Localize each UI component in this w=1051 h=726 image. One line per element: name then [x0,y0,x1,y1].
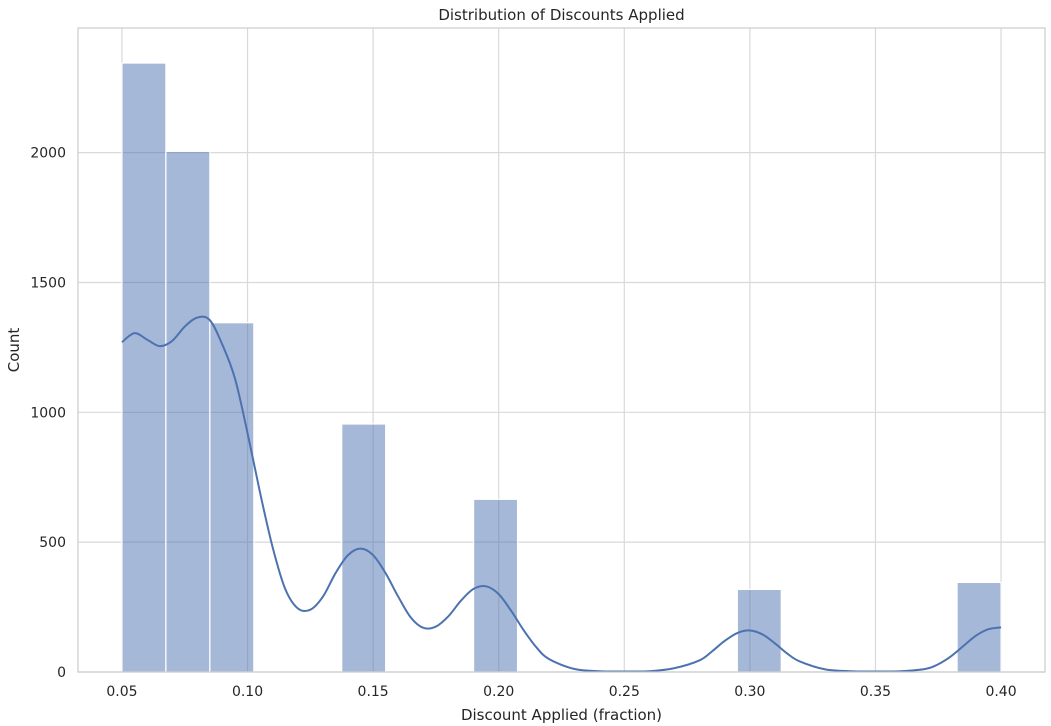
x-tick-label: 0.30 [734,684,765,700]
histogram-bars [121,62,1002,673]
x-tick-label: 0.10 [232,684,263,700]
x-axis-label: Discount Applied (fraction) [461,706,662,724]
y-tick-label: 0 [57,665,66,681]
x-tick-labels: 0.05 0.10 0.15 0.20 0.25 0.30 0.35 0.40 [106,684,1016,700]
x-tick-label: 0.25 [609,684,640,700]
y-tick-label: 2000 [30,146,66,162]
y-axis-label: Count [5,328,23,373]
y-tick-label: 1000 [30,405,66,421]
y-tick-labels: 0 500 1000 1500 2000 [30,146,66,681]
chart-title: Distribution of Discounts Applied [438,6,684,24]
histogram-bar [341,423,387,673]
x-tick-label: 0.40 [985,684,1016,700]
x-tick-label: 0.15 [358,684,389,700]
histogram-bar [121,62,167,673]
histogram-bar [209,322,255,673]
y-tick-label: 1500 [30,275,66,291]
x-tick-label: 0.05 [106,684,137,700]
y-tick-label: 500 [39,535,66,551]
plot-frame [77,27,1046,673]
x-tick-label: 0.20 [483,684,514,700]
x-tick-label: 0.35 [860,684,891,700]
histogram-bar [165,150,211,673]
kde-curve [121,315,1002,673]
